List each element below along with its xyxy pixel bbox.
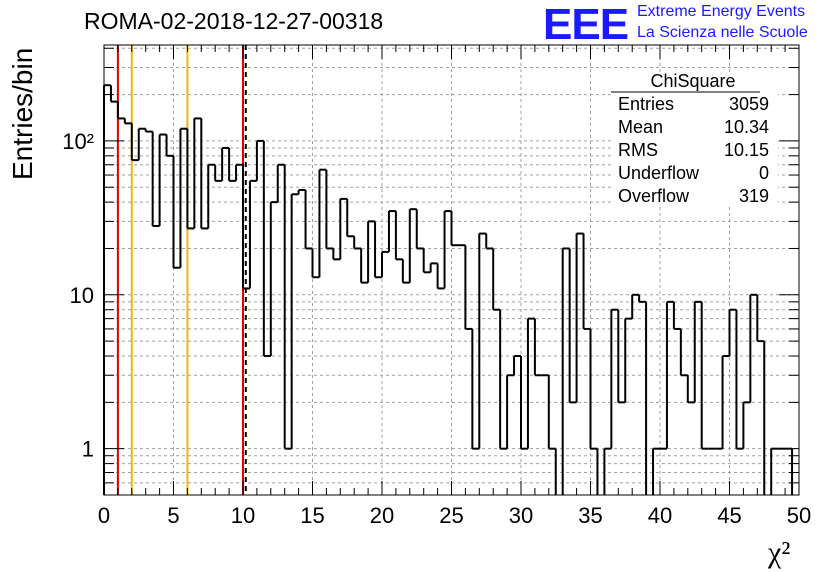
y-tick-label: 10² (62, 129, 94, 154)
stats-row-label: Mean (618, 117, 663, 137)
x-tick-label: 15 (300, 503, 324, 528)
x-tick-label: 20 (370, 503, 394, 528)
x-tick-label: 35 (578, 503, 602, 528)
stats-box: ChiSquare Entries 3059 Mean 10.34 RMS 10.15 Und… (611, 71, 778, 207)
logo-tagline-1: Extreme Energy Events (637, 3, 806, 20)
eee-logo: EEE (543, 0, 629, 49)
x-tick-label: 40 (648, 503, 672, 528)
grid (104, 45, 799, 496)
x-tick-label: 45 (717, 503, 741, 528)
stats-box-background (611, 72, 778, 207)
x-tick-label: 10 (231, 503, 255, 528)
x-tick-label: 5 (167, 503, 179, 528)
stats-row-label: Overflow (618, 186, 690, 206)
reference-lines (116, 45, 247, 495)
tick-labels: 0 5 10 15 20 25 30 35 40 45 50 1 10 10² (62, 129, 811, 528)
y-axis-label: Entries/bin (7, 48, 38, 180)
stats-row-label: Underflow (618, 163, 700, 183)
stats-row-label: RMS (618, 140, 658, 160)
stats-row-label: Entries (618, 94, 674, 114)
stats-row-value: 3059 (729, 94, 769, 114)
stats-title: ChiSquare (650, 71, 735, 91)
stats-row-value: 319 (739, 186, 769, 206)
x-tick-label: 0 (98, 503, 110, 528)
run-title: ROMA-02-2018-12-27-00318 (84, 8, 384, 34)
stats-row-value: 10.34 (724, 117, 769, 137)
stats-row-value: 10.15 (724, 140, 769, 160)
logo-tagline-2: La Scienza nelle Scuole (637, 24, 808, 41)
y-tick-label: 1 (82, 437, 94, 462)
y-tick-label: 10 (70, 283, 94, 308)
axis-ticks (103, 45, 800, 496)
x-tick-label: 30 (509, 503, 533, 528)
x-tick-label: 50 (787, 503, 811, 528)
stats-row-value: 0 (759, 163, 769, 183)
x-tick-label: 25 (439, 503, 463, 528)
x-axis-label: χ² (767, 536, 790, 569)
